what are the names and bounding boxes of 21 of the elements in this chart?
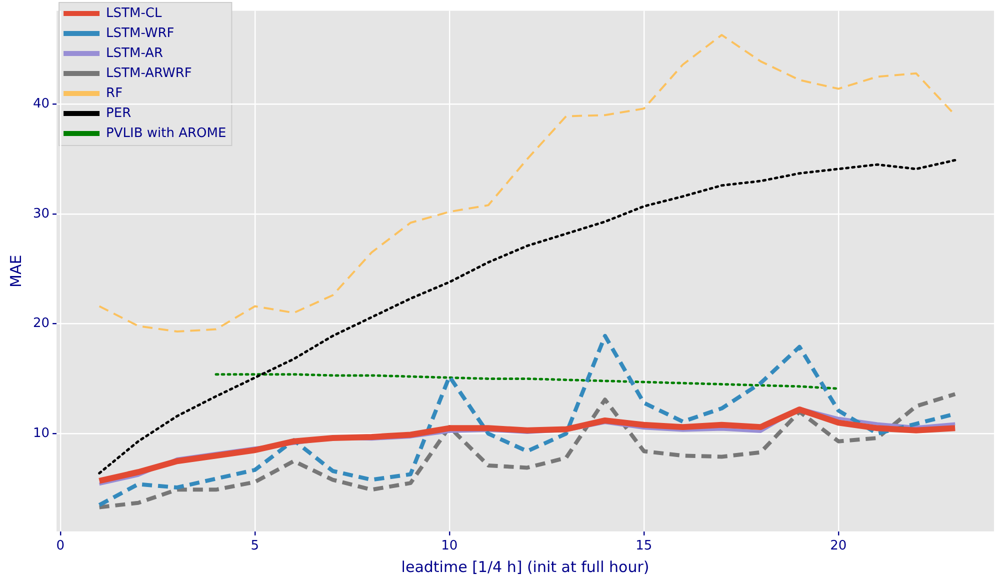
y-tick-label: 10: [32, 426, 50, 442]
y-axis-title: MAE: [6, 254, 25, 288]
legend-label: LSTM-WRF: [106, 26, 174, 41]
legend-label: LSTM-AR: [106, 46, 164, 61]
y-tick-label: 30: [32, 206, 50, 222]
x-axis-title: leadtime [1/4 h] (init at full hour): [401, 558, 650, 576]
legend-label: LSTM-ARWRF: [106, 66, 192, 81]
legend-label: PVLIB with AROME: [106, 126, 226, 141]
y-tick-label: 40: [32, 96, 50, 112]
line-series: [98, 158, 956, 474]
x-tick-label: 15: [636, 538, 652, 554]
x-tick-label: 20: [830, 538, 847, 554]
x-tick-label: 10: [441, 538, 458, 554]
line-series: [97, 392, 958, 510]
x-tick-label: 5: [250, 538, 260, 554]
legend-label: RF: [106, 86, 123, 101]
x-tick-label: 0: [56, 538, 65, 554]
y-tick-label: 20: [32, 316, 50, 332]
line-series: [214, 373, 840, 390]
legend-label: LSTM-CL: [106, 6, 162, 21]
legend-label: PER: [106, 106, 132, 121]
